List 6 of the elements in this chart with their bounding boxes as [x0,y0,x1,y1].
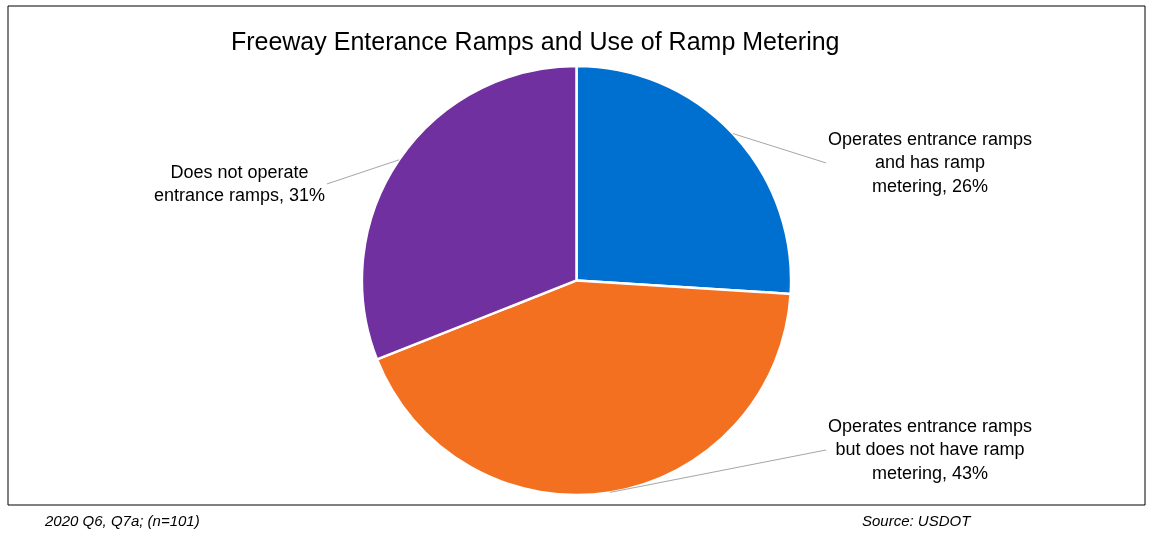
slice-label: Operates entrance ramps and has ramp metering, 26% [828,129,1033,196]
text: 2020 Q6, Q7a; (n=101) [44,512,200,529]
source-note: Source: USDOT [862,512,973,529]
slice-label: Does not operate entrance ramps, 31% [154,162,326,206]
chart-title: Freeway Enterance Ramps and Use of Ramp Metering [230,26,840,55]
slice-label: Operates entrance ramps but does not have ramp metering, 43% [828,416,1033,483]
